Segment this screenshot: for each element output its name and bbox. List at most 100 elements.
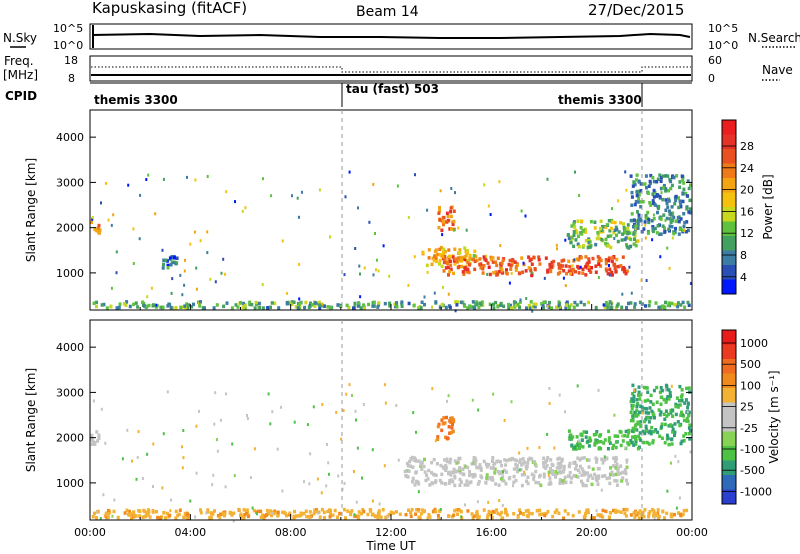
data-cell <box>455 303 459 307</box>
data-cell <box>161 266 165 270</box>
data-cell <box>657 408 661 412</box>
data-cell <box>629 410 633 415</box>
data-cell <box>478 257 482 261</box>
data-cell <box>616 239 620 244</box>
data-cell <box>529 269 533 273</box>
data-cell <box>408 510 412 515</box>
data-cell <box>468 256 472 261</box>
data-cell <box>597 388 600 392</box>
data-cell <box>539 512 543 516</box>
data-cell <box>433 291 436 295</box>
data-cell <box>566 512 570 516</box>
data-cell <box>575 257 579 261</box>
data-cell <box>440 481 444 485</box>
data-cell <box>447 425 451 429</box>
data-cell <box>608 476 612 480</box>
data-cell <box>587 475 591 479</box>
data-cell <box>487 509 491 514</box>
data-cell <box>366 512 370 517</box>
data-cell <box>432 472 436 477</box>
data-cell <box>543 513 547 518</box>
data-cell <box>491 459 494 463</box>
data-cell <box>674 219 678 223</box>
data-cell <box>555 243 558 247</box>
data-cell <box>624 429 628 434</box>
data-cell <box>526 514 530 519</box>
data-cell <box>582 243 586 248</box>
data-cell <box>453 476 457 480</box>
data-cell <box>584 255 588 259</box>
data-cell <box>639 181 643 186</box>
data-cell <box>482 508 486 512</box>
velocity-xlabel: Time UT <box>365 539 416 553</box>
data-cell <box>612 230 616 235</box>
data-cell <box>90 220 93 224</box>
data-cell <box>106 508 110 513</box>
y-tick-label: 4000 <box>56 341 84 354</box>
data-cell <box>659 232 663 236</box>
data-cell <box>211 483 214 487</box>
data-cell <box>419 464 423 468</box>
data-cell <box>498 180 501 184</box>
data-cell <box>461 270 465 274</box>
freq-unit: [MHz] <box>3 68 38 82</box>
data-cell <box>644 429 648 433</box>
data-cell <box>199 508 202 512</box>
data-cell <box>616 469 620 473</box>
data-cell <box>592 516 596 520</box>
data-cell <box>594 432 598 437</box>
data-cell <box>90 442 94 446</box>
data-cell <box>686 179 690 183</box>
data-cell <box>630 291 633 295</box>
data-cell <box>225 392 227 396</box>
data-cell <box>581 482 585 486</box>
data-cell <box>529 306 533 310</box>
data-cell <box>458 508 462 513</box>
data-cell <box>507 306 511 310</box>
data-cell <box>354 247 357 250</box>
data-cell <box>327 461 330 465</box>
data-cell <box>500 517 503 521</box>
colorbar-block <box>722 460 736 476</box>
data-cell <box>280 405 283 409</box>
data-cell <box>684 398 688 402</box>
data-cell <box>487 462 491 467</box>
data-cell <box>681 191 685 195</box>
data-cell <box>638 509 642 513</box>
data-cell <box>471 300 475 304</box>
data-cell <box>438 247 442 252</box>
freq-panel: Freq. [MHz] 18 8 60 0 Nave <box>3 54 793 85</box>
data-cell <box>546 177 549 181</box>
data-cell <box>515 466 519 470</box>
data-cell <box>476 500 479 504</box>
data-cell <box>530 457 534 461</box>
colorbar-block <box>722 373 736 389</box>
data-cell <box>499 244 502 248</box>
data-cell <box>415 479 419 484</box>
data-cell <box>400 304 404 308</box>
data-cell <box>580 467 584 471</box>
data-cell <box>93 511 96 516</box>
data-cell <box>477 480 481 484</box>
data-cell <box>189 242 192 246</box>
data-cell <box>328 515 332 519</box>
data-cell <box>671 430 675 434</box>
data-cell <box>586 458 589 462</box>
data-cell <box>455 508 459 512</box>
data-cell <box>440 245 443 250</box>
data-cell <box>387 512 391 517</box>
data-cell <box>524 464 528 469</box>
data-cell <box>448 259 452 264</box>
data-cell <box>395 510 398 514</box>
data-cell <box>673 202 677 206</box>
y-tick-label: 2000 <box>56 222 84 235</box>
nave-tick-bottom: 0 <box>708 72 715 85</box>
data-cell <box>437 225 441 230</box>
data-cell <box>95 430 99 434</box>
data-cell <box>578 194 581 197</box>
data-cell <box>448 419 452 423</box>
data-cell <box>455 260 459 264</box>
data-cell <box>673 433 676 438</box>
data-cell <box>573 445 577 450</box>
data-cell <box>489 257 493 262</box>
